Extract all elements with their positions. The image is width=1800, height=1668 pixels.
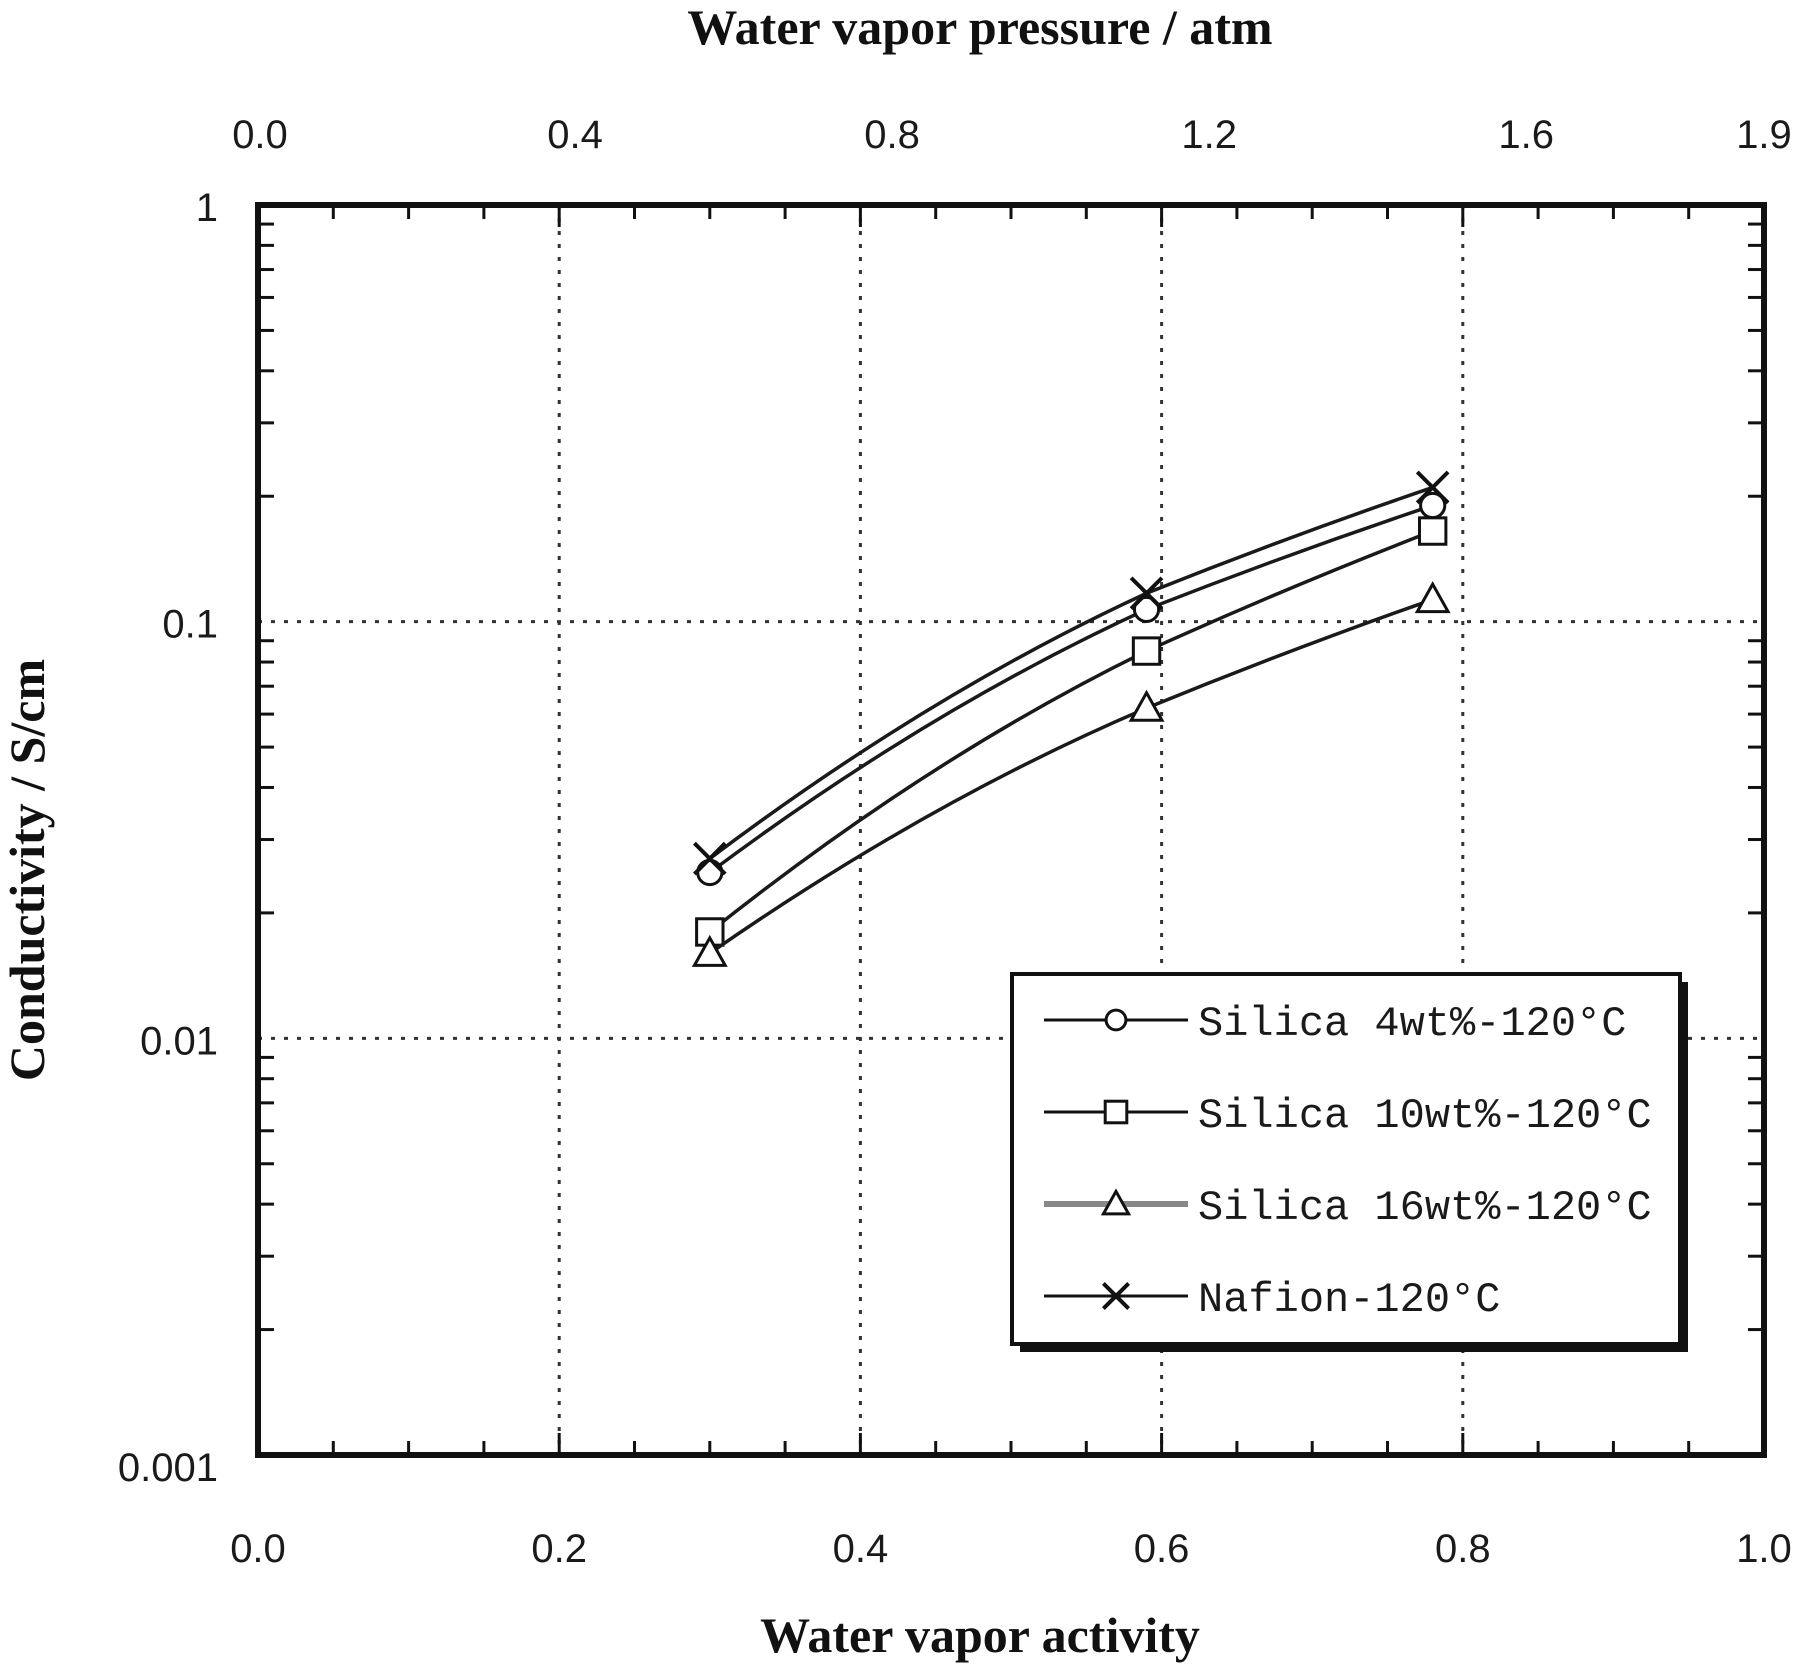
x-tick-label: 0.8 xyxy=(1435,1527,1491,1571)
legend-item: Silica 10wt%-120°C xyxy=(1044,1092,1652,1140)
series-triangle xyxy=(691,581,1451,967)
x-marker-icon xyxy=(1415,470,1450,505)
left-axis-title: Conductivity / S/cm xyxy=(0,659,55,1081)
x2-tick-label: 0.4 xyxy=(547,113,603,157)
data-series xyxy=(691,470,1451,967)
legend-item: Nafion-120°C xyxy=(1044,1276,1500,1324)
x2-tick-label: 1.6 xyxy=(1498,113,1554,157)
series-line xyxy=(708,485,1434,860)
plot-frame xyxy=(255,202,1767,1458)
tick-labels: 0.0 0.2 0.4 0.6 0.8 1.0 0.0 0.4 0.8 1.2 1.6 1.9 1 0.1… xyxy=(118,113,1792,1571)
circle-marker-icon xyxy=(1104,1008,1128,1032)
square-marker-icon xyxy=(1103,1099,1129,1125)
legend: Silica 4wt%-120°C Silica 10wt%-120°C Silic… xyxy=(1010,972,1688,1352)
legend-box xyxy=(1010,972,1682,1346)
x-tick-label: 0.0 xyxy=(230,1527,286,1571)
square-marker-icon xyxy=(1417,516,1448,546)
triangle-marker-icon xyxy=(1100,1188,1132,1216)
y-tick-label: 0.1 xyxy=(162,603,218,647)
triangle-marker-icon xyxy=(691,934,728,967)
triangle-marker-icon xyxy=(1128,689,1165,722)
square-marker-icon xyxy=(1131,636,1162,666)
legend-item: Silica 16wt%-120°C xyxy=(1044,1184,1652,1232)
legend-item: Silica 4wt%-120°C xyxy=(1044,1000,1626,1048)
legend-label: Silica 4wt%-120°C xyxy=(1198,1000,1626,1048)
series-line xyxy=(708,529,1434,934)
series-line xyxy=(708,503,1434,874)
series-square xyxy=(695,516,1448,947)
y-tick-label: 0.001 xyxy=(118,1446,218,1490)
y-tick-label: 1 xyxy=(196,186,218,230)
x-tick-label: 0.6 xyxy=(1134,1527,1190,1571)
x2-tick-label: 1.2 xyxy=(1181,113,1237,157)
circle-marker-icon xyxy=(1132,595,1161,624)
x-tick-label: 0.2 xyxy=(531,1527,587,1571)
series-x xyxy=(692,470,1450,876)
bottom-axis-title: Water vapor activity xyxy=(760,1607,1200,1663)
x-marker-icon xyxy=(692,841,727,876)
x-marker-icon xyxy=(1129,576,1164,611)
x2-tick-label: 0.8 xyxy=(864,113,920,157)
x2-tick-label: 0.0 xyxy=(232,113,288,157)
triangle-marker-icon xyxy=(1414,581,1451,614)
x-tick-label: 1.0 xyxy=(1736,1527,1792,1571)
circle-marker-icon xyxy=(696,858,724,887)
legend-label: Silica 10wt%-120°C xyxy=(1198,1092,1652,1140)
y-tick-label: 0.01 xyxy=(140,1019,218,1063)
x-tick-label: 0.4 xyxy=(833,1527,889,1571)
series-line xyxy=(708,597,1434,955)
x-marker-icon xyxy=(1101,1281,1131,1311)
x2-tick-label: 1.9 xyxy=(1736,113,1792,157)
legend-label: Nafion-120°C xyxy=(1198,1276,1500,1324)
top-axis-title: Water vapor pressure / atm xyxy=(687,0,1272,55)
legend-label: Silica 16wt%-120°C xyxy=(1198,1184,1652,1232)
